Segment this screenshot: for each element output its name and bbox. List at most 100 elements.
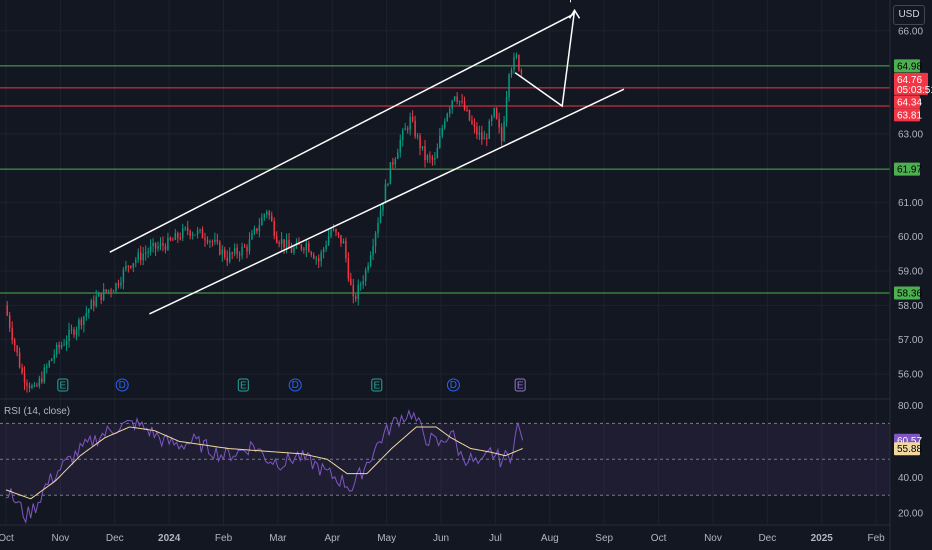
event-marker[interactable]: E xyxy=(237,378,249,392)
candle-body xyxy=(409,116,411,130)
arrow-head[interactable] xyxy=(568,8,581,19)
candle-body xyxy=(224,249,226,258)
dividend-icon[interactable] xyxy=(288,378,302,392)
candle-body xyxy=(505,97,508,122)
candle xyxy=(273,217,275,240)
candle xyxy=(347,252,350,282)
candle-body xyxy=(436,147,439,159)
earnings-icon[interactable] xyxy=(371,378,383,392)
event-marker[interactable]: E xyxy=(514,378,526,392)
candle xyxy=(515,52,518,60)
event-marker[interactable]: D xyxy=(288,378,302,392)
candle-body xyxy=(411,116,414,121)
candle xyxy=(359,281,362,291)
drawings[interactable] xyxy=(109,0,625,315)
time-tick-label: Mar xyxy=(269,533,287,544)
earnings-icon[interactable] xyxy=(57,378,69,392)
candle-body xyxy=(135,259,137,264)
candle-body xyxy=(162,243,164,246)
price-axis[interactable]: 66.00 63.00 61.00 60.00 59.00 58.00 57.00 56.00 xyxy=(898,26,923,380)
time-tick-label: 2025 xyxy=(811,533,834,544)
candle xyxy=(224,246,226,260)
candle xyxy=(157,241,159,252)
candle-body xyxy=(453,96,456,101)
candle-body xyxy=(152,242,154,247)
candle xyxy=(159,237,162,251)
candle xyxy=(340,235,342,247)
channel-upper-line[interactable] xyxy=(109,13,575,253)
candle xyxy=(13,337,16,352)
candle xyxy=(125,260,127,272)
candle xyxy=(120,276,122,289)
candle-body xyxy=(495,108,498,119)
candle xyxy=(300,243,303,252)
rsi-ma-value-label-bg xyxy=(894,442,920,456)
horizontal-levels[interactable] xyxy=(0,65,890,294)
candle xyxy=(219,240,221,256)
currency-button[interactable]: USD xyxy=(893,5,925,25)
dividend-letter: D xyxy=(450,380,457,391)
candle xyxy=(290,242,293,254)
candle xyxy=(421,146,424,151)
candle-body xyxy=(468,110,471,121)
rsi-bands xyxy=(0,422,890,496)
candle xyxy=(434,151,436,166)
candle-body xyxy=(305,243,308,251)
level-label-bg xyxy=(894,108,920,122)
event-marker[interactable]: E xyxy=(371,378,383,392)
candle-body xyxy=(337,232,340,236)
candle xyxy=(429,151,431,164)
candle xyxy=(325,240,327,253)
candle xyxy=(149,239,152,256)
candle xyxy=(246,244,248,259)
candle xyxy=(196,226,199,239)
event-marker[interactable]: D xyxy=(115,378,129,392)
dividend-icon[interactable] xyxy=(115,378,129,392)
event-marker[interactable]: D xyxy=(446,378,460,392)
candle xyxy=(55,342,58,358)
candle-body xyxy=(253,228,256,234)
candle xyxy=(36,382,38,388)
candle xyxy=(397,148,399,160)
candle xyxy=(303,247,305,254)
candle-body xyxy=(461,101,463,103)
candle xyxy=(21,363,23,375)
candle-body xyxy=(283,239,285,248)
candle xyxy=(389,162,392,185)
candle xyxy=(43,364,46,384)
candle xyxy=(204,232,206,247)
candle xyxy=(463,96,466,111)
earnings-letter: E xyxy=(60,381,67,392)
channel-lower-line[interactable] xyxy=(149,88,625,315)
candle xyxy=(186,220,189,236)
candle-body xyxy=(369,255,372,266)
candle-body xyxy=(303,248,305,251)
candle-body xyxy=(58,344,60,348)
level-label-text: 64.34 xyxy=(897,97,922,108)
candle xyxy=(444,118,446,131)
projection-path[interactable] xyxy=(514,10,576,108)
candle xyxy=(90,298,93,310)
candle-body xyxy=(169,237,172,240)
candle xyxy=(476,121,478,140)
candle-body xyxy=(320,252,322,262)
candle xyxy=(488,119,490,140)
candle-body xyxy=(199,229,201,231)
earnings-icon[interactable] xyxy=(237,378,249,392)
rsi-axis[interactable]: 80.00 40.00 20.00 xyxy=(898,401,923,520)
candle-body xyxy=(448,108,451,114)
candle xyxy=(270,211,273,222)
candle-body xyxy=(387,184,389,186)
candle xyxy=(518,54,520,72)
rsi-indicator-label[interactable]: RSI (14, close) xyxy=(4,406,71,417)
candle xyxy=(411,110,414,123)
candle-body xyxy=(204,238,206,241)
event-marker[interactable]: E xyxy=(57,378,69,392)
candle xyxy=(132,262,135,273)
dividend-icon[interactable] xyxy=(446,378,460,392)
candle-body xyxy=(357,284,359,300)
earnings-icon[interactable] xyxy=(514,378,526,392)
time-axis[interactable]: Oct Nov Dec 2024 Feb Mar Apr May Jun Jul Aug Sep Oct… xyxy=(0,533,885,544)
